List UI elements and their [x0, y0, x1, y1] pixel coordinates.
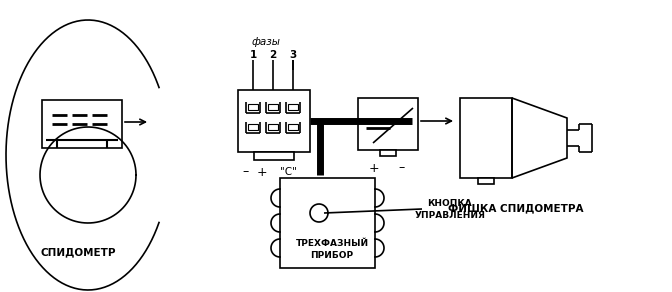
- Text: 2: 2: [269, 50, 277, 60]
- Text: +: +: [369, 161, 379, 175]
- Text: ФИШКА СПИДОМЕТРА: ФИШКА СПИДОМЕТРА: [448, 203, 584, 213]
- Bar: [288, 124, 298, 130]
- Text: –: –: [399, 161, 405, 175]
- Text: –: –: [243, 166, 249, 178]
- Text: УПРАВЛЕНИЯ: УПРАВЛЕНИЯ: [415, 211, 485, 220]
- Bar: [42, 100, 122, 148]
- Text: ТРЕХФАЗНЫЙ: ТРЕХФАЗНЫЙ: [296, 239, 368, 248]
- Bar: [358, 98, 418, 150]
- Text: ПРИБОР: ПРИБОР: [310, 251, 353, 260]
- Bar: [380, 150, 396, 156]
- Bar: [288, 104, 298, 110]
- Text: 1: 1: [249, 50, 257, 60]
- Bar: [280, 178, 375, 268]
- Text: "С": "С": [280, 167, 296, 177]
- Text: 3: 3: [290, 50, 296, 60]
- Bar: [478, 178, 494, 184]
- Text: фазы: фазы: [251, 37, 280, 47]
- Bar: [254, 152, 294, 160]
- Bar: [248, 124, 258, 130]
- Bar: [268, 104, 278, 110]
- Text: +: +: [257, 166, 267, 178]
- Text: КНОПКА: КНОПКА: [427, 199, 472, 208]
- Bar: [238, 90, 310, 152]
- Bar: [248, 104, 258, 110]
- Text: СПИДОМЕТР: СПИДОМЕТР: [40, 247, 116, 257]
- Bar: [460, 98, 512, 178]
- Bar: [268, 124, 278, 130]
